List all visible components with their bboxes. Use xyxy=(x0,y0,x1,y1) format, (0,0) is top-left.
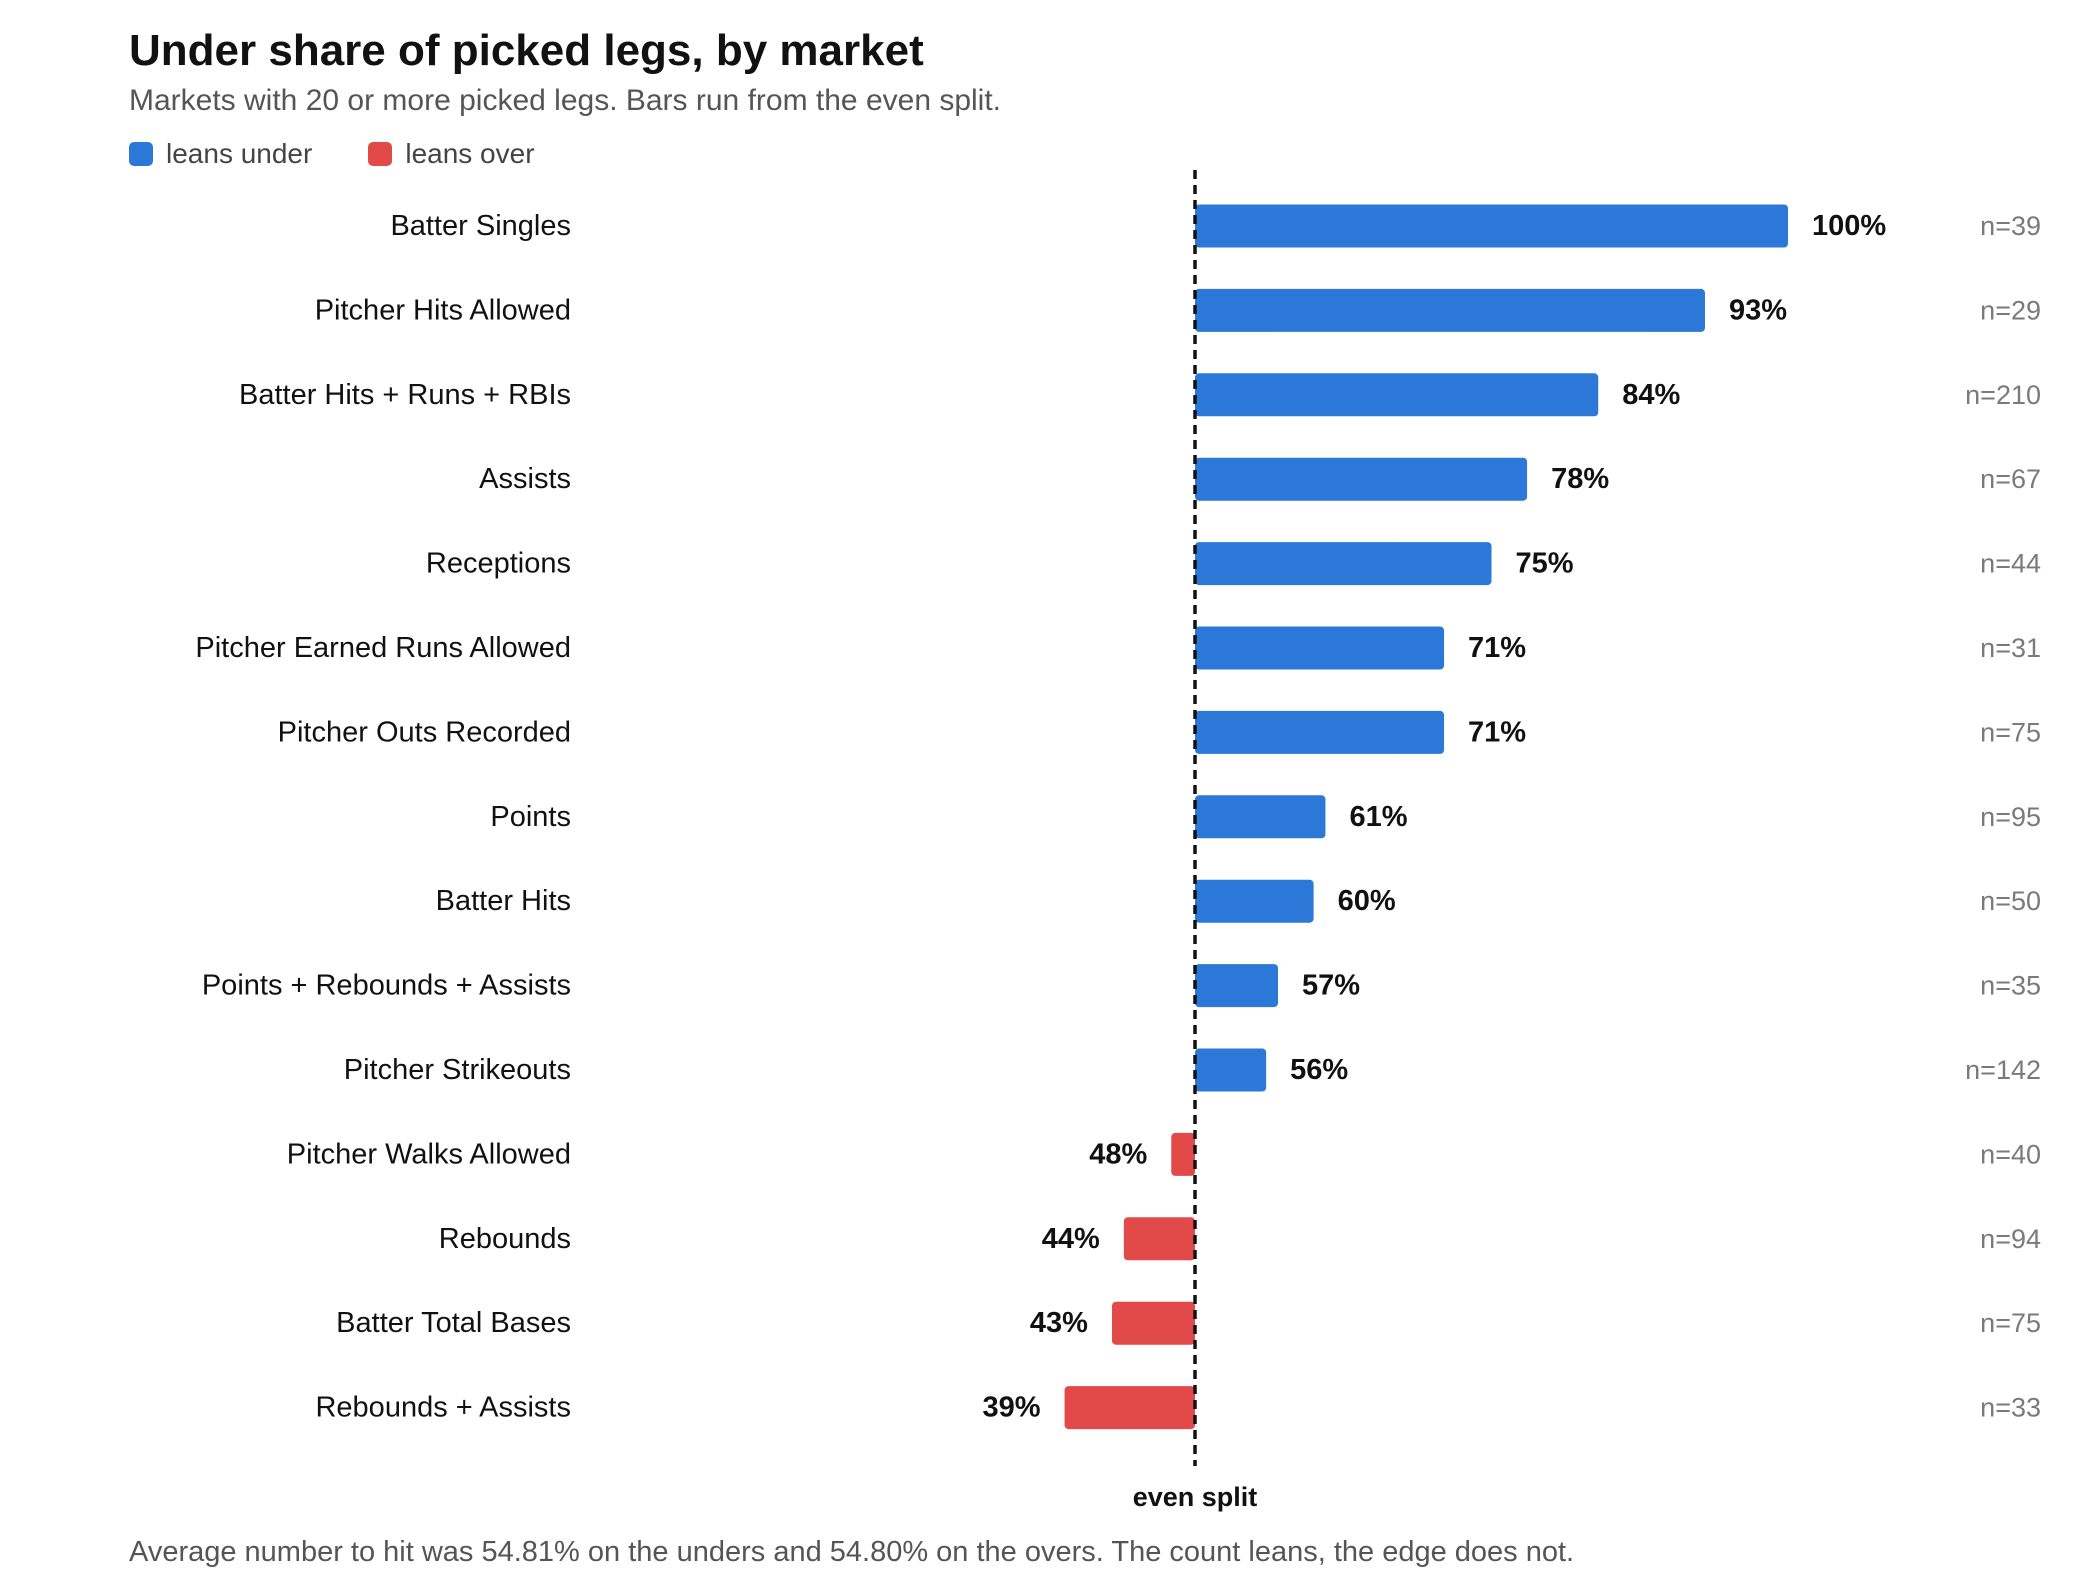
category-label: Assists xyxy=(479,463,571,495)
bar-over xyxy=(1123,1217,1195,1261)
n-label: n=31 xyxy=(1980,633,2041,663)
chart-subtitle: Markets with 20 or more picked legs. Bar… xyxy=(129,84,1002,117)
bar-over xyxy=(1171,1132,1195,1176)
category-label: Rebounds + Assists xyxy=(315,1392,571,1424)
n-label: n=29 xyxy=(1980,295,2041,325)
bar-under xyxy=(1195,626,1445,670)
bar-under xyxy=(1195,964,1279,1008)
bar-under xyxy=(1195,288,1705,332)
value-label: 71% xyxy=(1468,716,1526,748)
value-label: 43% xyxy=(1030,1307,1088,1339)
legend-item-under: leans under xyxy=(129,138,312,170)
bar-chart: Batter Singles 100% n=39 Pitcher Hits Allow… xyxy=(195,170,2041,1512)
bar-under xyxy=(1195,879,1314,923)
n-label: n=40 xyxy=(1980,1139,2041,1169)
category-label: Points + Rebounds + Assists xyxy=(202,970,571,1002)
value-label: 93% xyxy=(1729,294,1787,326)
even-split-label: even split xyxy=(1133,1482,1258,1512)
bar-under xyxy=(1195,204,1788,248)
category-label: Rebounds xyxy=(439,1223,571,1255)
bar-under xyxy=(1195,710,1445,754)
value-label: 75% xyxy=(1516,548,1574,580)
category-label: Points xyxy=(490,801,571,833)
n-label: n=50 xyxy=(1980,886,2041,916)
value-label: 48% xyxy=(1089,1138,1147,1170)
value-label: 78% xyxy=(1551,463,1609,495)
bar-under xyxy=(1195,457,1528,501)
n-label: n=95 xyxy=(1980,802,2041,832)
n-label: n=39 xyxy=(1980,211,2041,241)
category-label: Receptions xyxy=(426,548,571,580)
n-label: n=210 xyxy=(1965,380,2041,410)
bar-under xyxy=(1195,795,1326,839)
value-label: 57% xyxy=(1302,970,1360,1002)
value-label: 100% xyxy=(1812,210,1886,242)
n-label: n=67 xyxy=(1980,464,2041,494)
bar-under xyxy=(1195,1048,1267,1092)
n-label: n=33 xyxy=(1980,1393,2041,1423)
value-label: 56% xyxy=(1290,1054,1348,1086)
category-label: Batter Singles xyxy=(390,210,571,242)
bar-under xyxy=(1195,542,1492,586)
n-label: n=35 xyxy=(1980,971,2041,1001)
n-label: n=75 xyxy=(1980,717,2041,747)
category-label: Pitcher Earned Runs Allowed xyxy=(195,632,571,664)
n-label: n=142 xyxy=(1965,1055,2041,1085)
bar-over xyxy=(1111,1301,1195,1345)
legend-swatch-over xyxy=(368,142,393,166)
value-label: 61% xyxy=(1349,801,1407,833)
category-label: Pitcher Strikeouts xyxy=(344,1054,571,1086)
footnote: Average number to hit was 54.81% on the … xyxy=(129,1536,1575,1568)
category-label: Batter Hits + Runs + RBIs xyxy=(239,379,571,411)
legend-swatch-under xyxy=(129,142,153,166)
legend-item-over: leans over xyxy=(368,138,535,170)
value-label: 71% xyxy=(1468,632,1526,664)
bar-under xyxy=(1195,373,1599,417)
category-label: Batter Total Bases xyxy=(336,1307,571,1339)
legend: leans under leans over xyxy=(129,136,591,172)
bar-over xyxy=(1064,1386,1195,1430)
legend-label-over: leans over xyxy=(405,138,535,169)
value-label: 60% xyxy=(1338,885,1396,917)
value-label: 39% xyxy=(982,1392,1040,1424)
value-label: 84% xyxy=(1622,379,1680,411)
category-label: Pitcher Outs Recorded xyxy=(278,716,571,748)
category-label: Batter Hits xyxy=(436,885,571,917)
chart-title: Under share of picked legs, by market xyxy=(129,26,924,75)
category-label: Pitcher Walks Allowed xyxy=(287,1138,571,1170)
n-label: n=94 xyxy=(1980,1224,2041,1254)
n-label: n=75 xyxy=(1980,1308,2041,1338)
category-label: Pitcher Hits Allowed xyxy=(315,294,571,326)
value-label: 44% xyxy=(1042,1223,1100,1255)
legend-label-under: leans under xyxy=(166,138,313,169)
n-label: n=44 xyxy=(1980,549,2041,579)
